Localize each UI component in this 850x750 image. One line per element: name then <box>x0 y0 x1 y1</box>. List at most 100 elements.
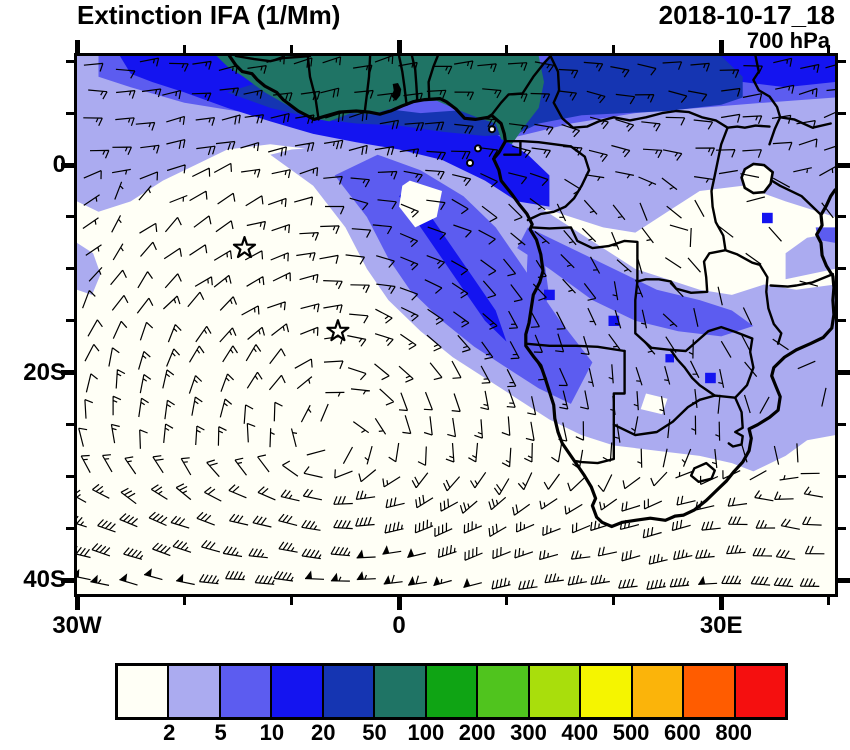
colorbar-cell <box>684 666 736 717</box>
colorbar <box>115 663 788 720</box>
colorbar-level-label: 400 <box>561 720 599 745</box>
country-border <box>306 56 320 121</box>
y-axis-tick <box>838 267 846 271</box>
x-axis-tick <box>504 597 508 605</box>
country-border <box>504 140 573 148</box>
colorbar-level-label: 20 <box>310 720 336 745</box>
y-axis-tick <box>66 267 74 271</box>
x-axis-label: 30E <box>699 612 743 639</box>
field-region-<2 <box>640 393 668 415</box>
y-axis-tick <box>838 370 850 376</box>
field-region-10-20 <box>762 212 773 224</box>
y-axis-tick <box>838 475 846 479</box>
country-border <box>612 325 755 437</box>
country-border <box>724 249 783 345</box>
x-axis-tick <box>182 45 186 53</box>
island <box>488 125 496 134</box>
star-marker <box>232 236 257 259</box>
y-axis-tick <box>66 475 74 479</box>
colorbar-cell <box>169 666 221 717</box>
y-axis-tick <box>838 111 846 115</box>
colorbar-cell <box>426 666 479 717</box>
colorbar-cell <box>375 666 427 717</box>
colorbar-level-label: 800 <box>715 720 753 745</box>
y-axis-tick <box>838 423 846 427</box>
country-border <box>363 56 372 114</box>
y-axis-tick <box>61 162 74 168</box>
colorbar-level-label: 100 <box>407 720 445 745</box>
x-axis-tick <box>718 40 724 53</box>
colorbar-level-label: 10 <box>259 720 285 745</box>
field-region-10-20 <box>119 56 550 207</box>
y-axis-tick <box>838 319 846 323</box>
wind-barb-pennants <box>77 545 706 588</box>
x-axis-tick <box>718 597 724 610</box>
colorbar-level-label: 300 <box>510 720 547 745</box>
y-axis-tick <box>66 319 74 323</box>
country-border <box>769 272 835 288</box>
colorbar-cell <box>529 666 582 717</box>
y-axis-tick <box>61 577 74 583</box>
colorbar-level-label: 5 <box>214 720 227 745</box>
country-border <box>234 56 312 63</box>
map-panel <box>74 53 838 597</box>
y-axis-label: 40S <box>23 566 66 594</box>
lake-victoria <box>740 162 775 195</box>
y-axis-tick <box>66 423 74 427</box>
x-axis-label: 30W <box>52 612 102 639</box>
country-border <box>727 396 744 448</box>
country-border <box>524 342 626 353</box>
x-axis-tick <box>827 45 831 53</box>
field-region-2-5 <box>77 242 101 295</box>
colorbar-level-label: 50 <box>362 720 387 745</box>
y-axis-tick <box>838 59 846 63</box>
y-axis-tick <box>61 370 74 376</box>
x-axis-tick <box>396 40 402 53</box>
colorbar-cell <box>581 666 633 717</box>
y-axis-tick <box>66 527 74 531</box>
field-region-10-20 <box>665 354 674 363</box>
coastline <box>227 56 835 529</box>
colorbar-level-label: 200 <box>458 720 496 745</box>
colorbar-cell <box>735 666 786 717</box>
y-axis-tick <box>838 215 846 219</box>
y-axis-label: 0 <box>52 151 66 179</box>
x-axis-tick <box>290 45 294 53</box>
island <box>466 159 474 167</box>
y-axis-tick <box>66 215 74 219</box>
x-axis-tick <box>290 597 294 605</box>
y-axis-tick <box>66 111 74 115</box>
colorbar-cell <box>220 666 273 717</box>
x-axis-tick <box>182 597 186 605</box>
country-border <box>689 461 716 483</box>
wind-barbs <box>77 56 835 590</box>
country-border <box>669 348 716 397</box>
field-region-<2 <box>399 180 442 228</box>
country-border <box>752 56 782 146</box>
y-axis-tick <box>838 162 850 168</box>
country-border <box>726 124 771 129</box>
pressure-level-label: 700 hPa <box>746 28 830 53</box>
country-border <box>636 249 727 294</box>
country-border <box>634 280 672 352</box>
country-border <box>397 56 408 106</box>
x-axis-tick <box>396 597 402 610</box>
colorbar-level-label: 500 <box>612 720 650 745</box>
colorbar-cell <box>478 666 530 717</box>
star-marker <box>326 319 350 342</box>
colorbar-cell <box>118 666 170 717</box>
colorbar-level-label: 600 <box>664 720 701 745</box>
colorbar-cell <box>272 666 324 717</box>
country-border <box>503 140 522 156</box>
field-region-50-100 <box>216 56 544 145</box>
colorbar-cell <box>323 666 376 717</box>
field-region-10-20 <box>399 185 507 342</box>
country-border <box>526 145 591 222</box>
field-region-10-20 <box>544 289 555 301</box>
y-axis-tick <box>66 59 74 63</box>
x-axis-tick <box>612 45 616 53</box>
field-region-20-50 <box>227 56 743 136</box>
country-border <box>549 56 729 129</box>
country-border <box>427 56 439 100</box>
